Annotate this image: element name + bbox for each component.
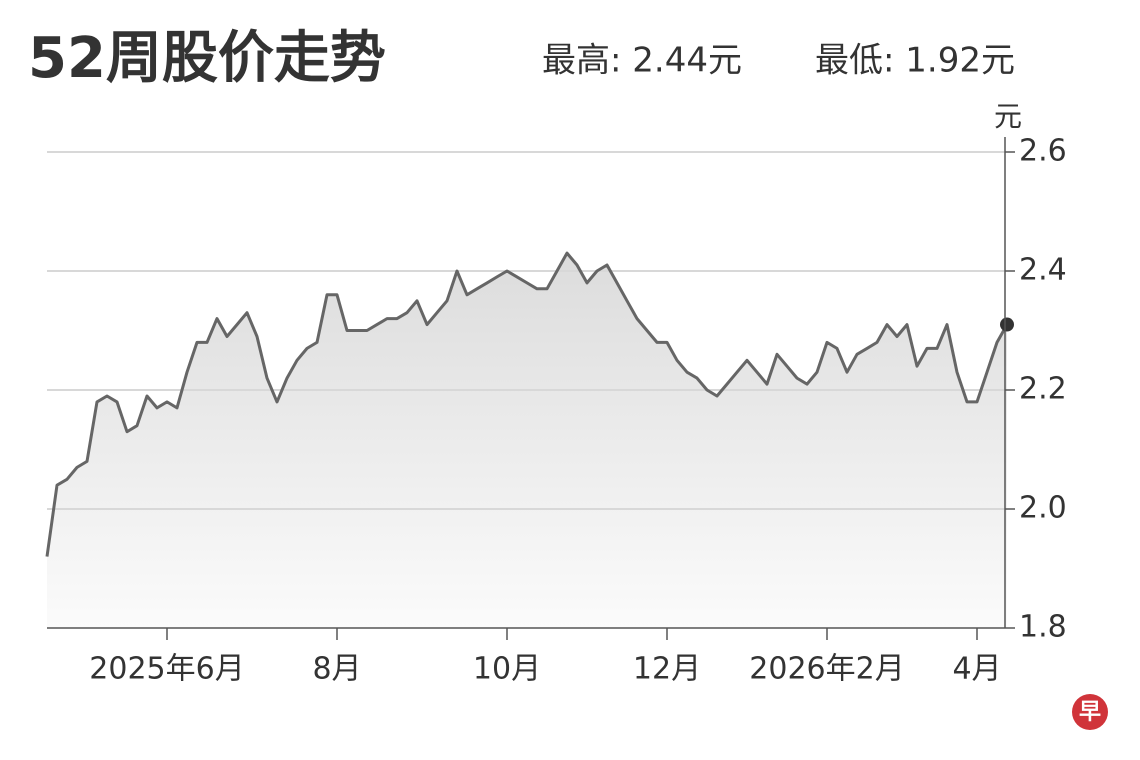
x-tick-label: 12月 — [633, 652, 701, 687]
price-line — [45, 251, 1009, 557]
y-tick-label: 2.6 — [1019, 134, 1067, 169]
y-tick-label: 2.0 — [1019, 491, 1067, 526]
logo: 早 — [1079, 700, 1101, 725]
chart-title: 52周股价走势 — [28, 26, 386, 91]
high-label: 最高: 2.44元 — [542, 41, 742, 81]
y-tick-label: 1.8 — [1019, 610, 1067, 645]
x-tick-label: 4月 — [952, 652, 1001, 687]
area — [47, 253, 1007, 628]
low-label: 最低: 1.92元 — [815, 41, 1015, 81]
plot: 1.8 2.0 2.2 2.4 2.6 2025年6月 8月 10月 12月 2026年2月 4月 — [45, 134, 1067, 687]
last-point — [1000, 317, 1014, 332]
y-tick-label: 2.4 — [1019, 253, 1067, 288]
x-tick-label: 10月 — [473, 652, 541, 687]
y-unit: 元 — [994, 100, 1022, 133]
x-tick-label: 8月 — [312, 652, 361, 687]
y-tick-label: 2.2 — [1019, 372, 1067, 407]
x-tick-label: 2026年2月 — [749, 652, 904, 687]
logo-circle — [1072, 694, 1108, 730]
x-tick-label: 2025年6月 — [89, 652, 244, 687]
